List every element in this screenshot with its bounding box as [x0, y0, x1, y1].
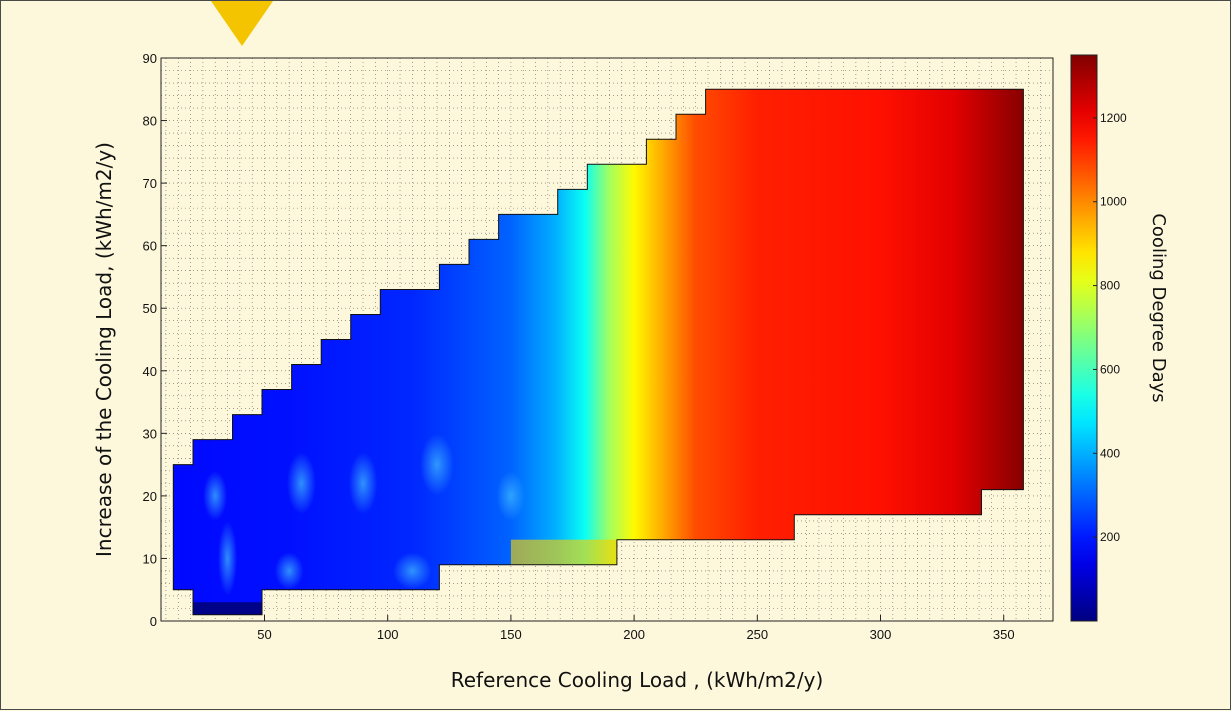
heatmap-spot [348, 452, 378, 515]
heatmap-spot [420, 433, 454, 496]
colorbar-tick-label: 200 [1100, 530, 1120, 544]
y-tick-label: 60 [143, 239, 157, 254]
heatmap-boundary [172, 88, 1024, 616]
heatmap-spot [274, 552, 304, 590]
marker-triangle-icon [211, 1, 273, 46]
x-tick-label: 300 [870, 627, 892, 642]
heatmap-fill [173, 89, 1024, 615]
y-tick-label: 90 [143, 51, 157, 66]
heatmap-domain [173, 89, 1024, 615]
y-tick-label: 30 [143, 426, 157, 441]
y-tick-label: 20 [143, 489, 157, 504]
colorbar-tick-label: 600 [1100, 362, 1120, 376]
x-tick-label: 200 [623, 627, 645, 642]
heatmap-spot [217, 521, 238, 596]
heatmap-spot [496, 471, 526, 521]
y-tick-label: 40 [143, 364, 157, 379]
y-tick-label: 70 [143, 176, 157, 191]
colorbar-tick-label: 1200 [1100, 111, 1127, 125]
colorbar-scale [1070, 54, 1098, 622]
y-axis-label: Increase of the Cooling Load, (kWh/m2/y) [92, 142, 116, 557]
x-tick-label: 150 [500, 627, 522, 642]
y-tick-label: 0 [150, 614, 157, 629]
colorbar-tick-label: 400 [1100, 446, 1120, 460]
x-tick-label: 250 [746, 627, 768, 642]
x-tick-label: 50 [257, 627, 271, 642]
heatmap-texture [193, 433, 617, 615]
heatmap-spot [203, 471, 228, 521]
y-axis: 0 10 20 30 40 50 60 70 80 90 [143, 51, 167, 629]
heatmap-spot [287, 452, 316, 515]
colorbar-ticks: 200 400 600 800 1000 1200 [1093, 111, 1127, 544]
y-tick-label: 10 [143, 551, 157, 566]
colorbar-tick-label: 1000 [1100, 195, 1127, 209]
heatmap-low-strip [193, 602, 263, 615]
x-tick-label: 350 [993, 627, 1015, 642]
y-tick-label: 80 [143, 114, 157, 129]
y-tick-label: 50 [143, 301, 157, 316]
heatmap-spot [393, 552, 432, 590]
plot-frame [160, 57, 1054, 622]
heatmap-band [510, 539, 617, 565]
x-tick-label: 100 [377, 627, 399, 642]
x-axis-label: Reference Cooling Load , (kWh/m2/y) [451, 668, 824, 692]
colorbar: 200 400 600 800 1000 1200 Cooling Degree Days [1070, 54, 1169, 622]
colorbar-label: Cooling Degree Days [1148, 213, 1169, 402]
colorbar-tick-label: 800 [1100, 279, 1120, 293]
x-axis: 50 100 150 200 250 300 350 [257, 615, 1015, 642]
